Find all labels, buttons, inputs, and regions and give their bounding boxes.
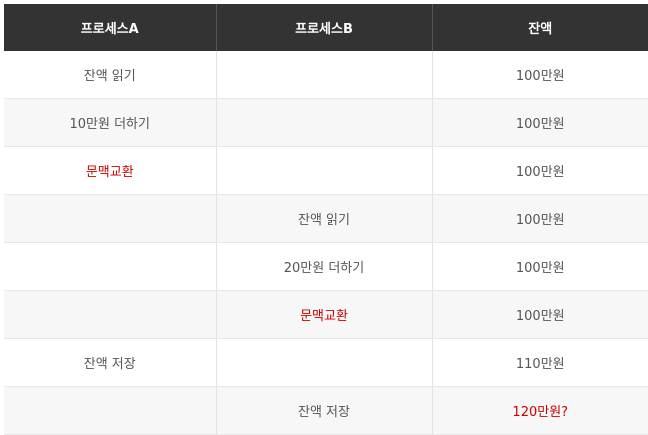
header-balance: 잔액 — [431, 4, 648, 51]
header-process-b: 프로세스B — [215, 4, 432, 51]
cell-process-b: 잔액 읽기 — [215, 194, 432, 243]
table-body: 잔액 읽기 100만원 10만원 더하기 100만원 문맥교환 100만원 잔액… — [4, 51, 648, 435]
cell-balance: 100만원 — [431, 194, 648, 243]
cell-balance: 110만원 — [431, 338, 648, 387]
cell-balance: 100만원 — [431, 290, 648, 339]
cell-process-a — [4, 194, 216, 243]
table-row: 잔액 저장 120만원? — [4, 386, 648, 435]
table-row: 문맥교환 100만원 — [4, 146, 648, 195]
process-table-container: 프로세스A 프로세스B 잔액 잔액 읽기 100만원 10만원 더하기 100만… — [4, 4, 648, 435]
table-row: 잔액 읽기 100만원 — [4, 51, 648, 99]
header-row: 프로세스A 프로세스B 잔액 — [4, 4, 648, 51]
cell-process-b: 20만원 더하기 — [215, 242, 432, 291]
cell-balance-final: 120만원? — [431, 386, 648, 435]
cell-process-a — [4, 290, 216, 339]
cell-process-a: 잔액 읽기 — [4, 51, 216, 99]
cell-balance: 100만원 — [431, 146, 648, 195]
cell-process-b-context-switch: 문맥교환 — [215, 290, 432, 339]
cell-balance: 100만원 — [431, 242, 648, 291]
table-row: 잔액 저장 110만원 — [4, 338, 648, 387]
header-process-a: 프로세스A — [4, 4, 216, 51]
table-row: 문맥교환 100만원 — [4, 290, 648, 339]
cell-process-a: 10만원 더하기 — [4, 98, 216, 147]
cell-process-b: 잔액 저장 — [215, 386, 432, 435]
cell-balance: 100만원 — [431, 51, 648, 99]
cell-process-a — [4, 242, 216, 291]
table-row: 10만원 더하기 100만원 — [4, 98, 648, 147]
cell-process-a-context-switch: 문맥교환 — [4, 146, 216, 195]
table-header: 프로세스A 프로세스B 잔액 — [4, 4, 648, 51]
cell-process-b — [215, 98, 432, 147]
cell-balance: 100만원 — [431, 98, 648, 147]
cell-process-b — [215, 338, 432, 387]
table-row: 20만원 더하기 100만원 — [4, 242, 648, 291]
table-row: 잔액 읽기 100만원 — [4, 194, 648, 243]
cell-process-a — [4, 386, 216, 435]
cell-process-b — [215, 51, 432, 99]
cell-process-a: 잔액 저장 — [4, 338, 216, 387]
process-balance-table: 프로세스A 프로세스B 잔액 잔액 읽기 100만원 10만원 더하기 100만… — [4, 4, 648, 435]
cell-process-b — [215, 146, 432, 195]
